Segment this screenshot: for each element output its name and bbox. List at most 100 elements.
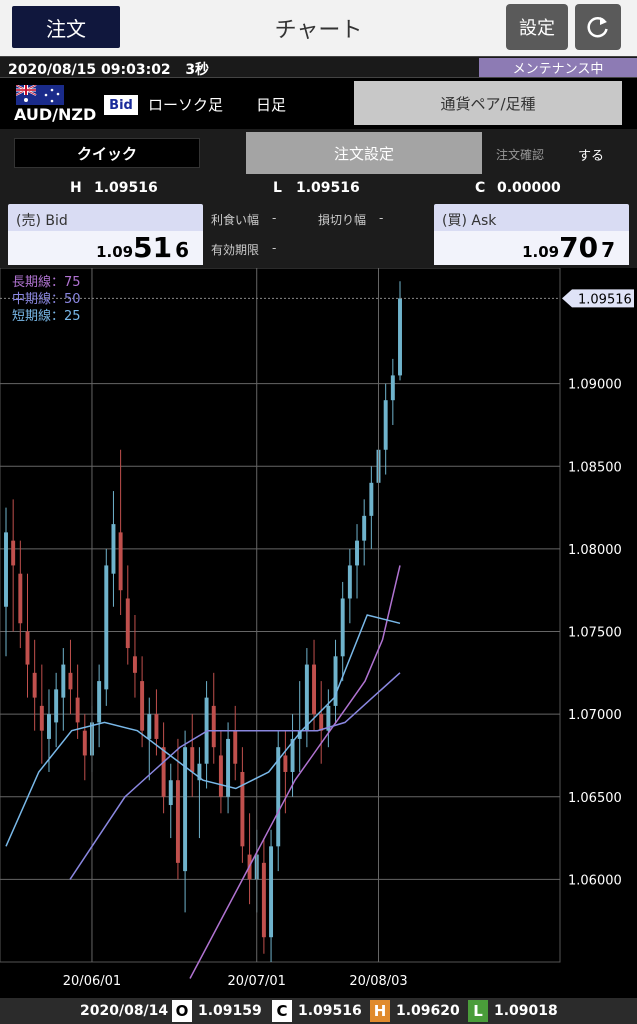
footer-date: 2020/08/14 [80,1003,169,1019]
order-settings-button[interactable]: 注文設定 [246,132,482,174]
candle-body [132,656,137,673]
candle-body [261,862,266,938]
candle-body [75,697,80,723]
low-value: 1.09516 [296,180,360,196]
chart-type-label: ローソク足 [148,96,224,114]
candle-body [197,763,202,781]
candle-body [304,664,309,731]
ma-short-line [5,614,401,847]
candle-body [140,681,145,731]
ma-long-line [189,565,401,979]
buy-ask-band [434,231,629,265]
buy-ask-price: 1.09 70 7 [522,231,615,264]
current-price-label: 1.09516 [578,292,632,307]
sell-bid-label: (売) Bid [16,213,68,229]
y-tick-label: 1.06000 [568,873,622,888]
stop-loss-value: - [379,211,384,225]
y-tick-label: 1.06500 [568,791,622,806]
candle-body [104,565,109,690]
chart-svg[interactable]: 1.06000 1.06500 1.07000 1.07500 1.08000 1.085… [0,268,637,994]
buy-ask-label: (買) Ask [442,213,497,229]
open-value: 1.09159 [198,1003,262,1019]
currency-pair-name: AUD/NZD [14,105,97,124]
pair-select-button[interactable]: 通貨ペア/足種 [354,81,622,125]
candle-body [269,846,274,938]
legend-short-ma: 短期線：25 [12,309,81,324]
candle-body [226,738,231,797]
refresh-icon [587,17,608,38]
candle-body [233,730,238,764]
high-label: H [70,180,82,196]
current-price-tag [562,289,634,308]
candle-body [276,747,281,847]
bid-badge: Bid [104,95,138,115]
change-value: 0.00000 [497,180,561,196]
candle-body [340,598,345,657]
expiry-value: - [272,241,277,255]
candle-body [190,747,195,772]
candle-body [333,656,338,706]
candle-body [32,672,37,698]
ma-mid-line [69,672,401,880]
candle-body [4,532,8,607]
x-tick-label: 20/06/01 [63,974,121,989]
high-value: 1.09516 [94,180,158,196]
sell-bid-button[interactable]: (売) Bid 1.09 51 6 [8,204,203,265]
candle-body [68,672,73,690]
candle-body [297,730,302,739]
order-button[interactable]: 注文 [12,6,120,48]
order-confirm-label: 注文確認 [496,148,545,162]
candle-body [97,681,102,723]
candle-body [290,738,295,772]
take-profit-label: 利食い幅 [211,213,260,227]
hlc-row: H 1.09516 L 1.09516 C 0.00000 [0,177,637,201]
refresh-button[interactable] [575,4,621,50]
candle-body [175,780,180,863]
stop-loss-label: 損切り幅 [318,213,367,227]
candle-body [390,375,395,401]
close-key: C [272,1000,292,1022]
australia-flag-icon [16,85,64,105]
order-row: クイック 注文設定 注文確認 する [0,129,637,177]
y-tick-label: 1.07500 [568,626,622,641]
price-row: (売) Bid 1.09 51 6 利食い幅 - 損切り幅 - 有効期限 - (買)… [0,201,637,268]
buy-ask-button[interactable]: (買) Ask 1.09 70 7 [434,204,629,265]
candle-body [398,298,402,376]
candle-body [383,400,388,450]
low-label: L [273,180,282,196]
candle-body [283,755,288,772]
candle-body [326,705,331,731]
x-tick-label: 20/07/01 [228,974,286,989]
candlestick-chart[interactable]: 1.06000 1.06500 1.07000 1.07500 1.08000 1.085… [0,268,637,994]
candle-body [61,664,66,698]
status-datetime: 2020/08/15 09:03:02 3秒 [8,62,210,78]
candle-body [347,565,352,599]
low-key: L [468,1000,488,1022]
y-tick-label: 1.08500 [568,460,622,475]
candle-body [154,714,159,739]
quick-order-button[interactable]: クイック [14,138,200,168]
open-key: O [172,1000,192,1022]
candle-body [82,730,87,756]
status-bar: 2020/08/15 09:03:02 3秒 メンテナンス中 [0,56,637,78]
candle-body [39,705,44,731]
candle-body [312,664,317,715]
candle-body [18,573,23,624]
candle-body [211,705,216,748]
candle-body [118,532,123,591]
y-tick-label: 1.07000 [568,708,622,723]
candle-body [369,482,374,516]
pair-row: AUD/NZD Bid ローソク足 日足 通貨ペア/足種 [0,79,637,129]
ohlc-footer: 2020/08/14 O 1.09159 C 1.09516 H 1.09620… [0,998,637,1024]
settings-button[interactable]: 設定 [506,4,568,50]
expiry-label: 有効期限 [211,243,260,257]
y-tick-label: 1.08000 [568,543,622,558]
sell-bid-price: 1.09 51 6 [96,231,189,264]
candle-body [161,747,166,797]
low-value-footer: 1.09018 [494,1003,558,1019]
take-profit-value: - [272,211,277,225]
candle-body [218,755,223,797]
order-confirm-toggle[interactable]: する [578,149,605,164]
high-value-footer: 1.09620 [396,1003,460,1019]
